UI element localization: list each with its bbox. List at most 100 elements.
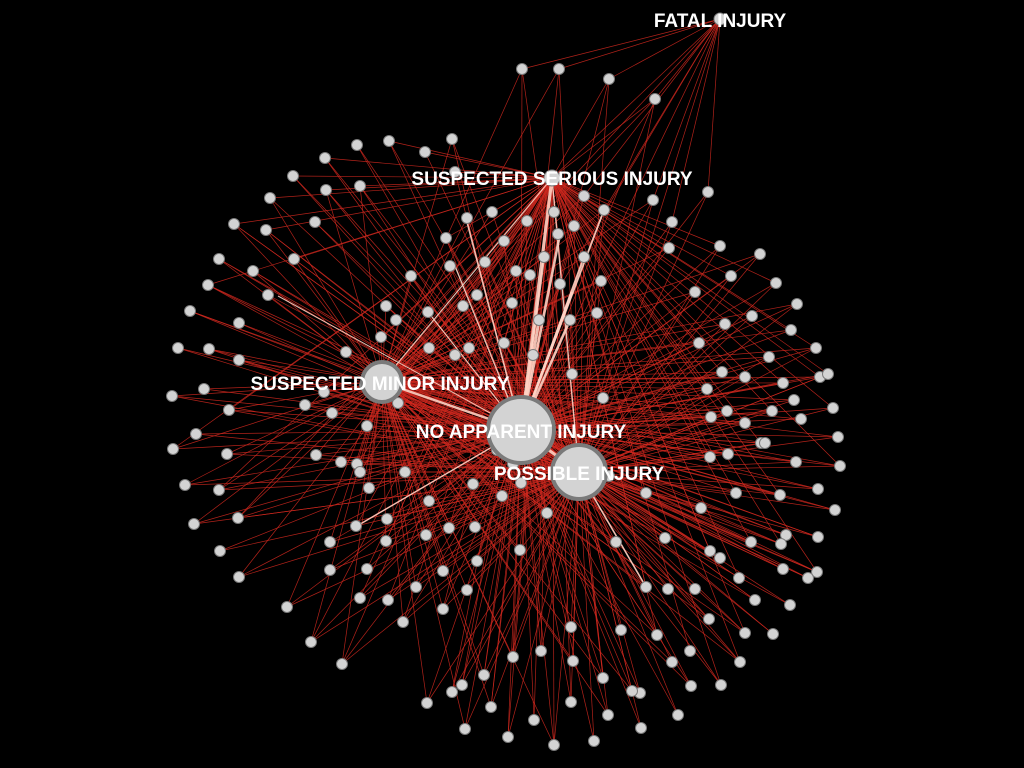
leaf-node[interactable] [567,655,579,667]
leaf-node[interactable] [461,584,473,596]
leaf-node[interactable] [213,253,225,265]
leaf-node[interactable] [486,206,498,218]
leaf-node[interactable] [350,520,362,532]
leaf-node[interactable] [361,563,373,575]
leaf-node[interactable] [766,405,778,417]
leaf-node[interactable] [812,483,824,495]
leaf-node[interactable] [822,368,834,380]
leaf-node[interactable] [443,522,455,534]
leaf-node[interactable] [320,184,332,196]
leaf-node[interactable] [598,204,610,216]
leaf-node[interactable] [479,256,491,268]
leaf-node[interactable] [233,571,245,583]
leaf-node[interactable] [626,685,638,697]
leaf-node[interactable] [721,405,733,417]
leaf-node[interactable] [188,518,200,530]
leaf-node[interactable] [651,629,663,641]
leaf-node[interactable] [777,563,789,575]
leaf-node[interactable] [722,448,734,460]
leaf-node[interactable] [380,535,392,547]
leaf-node[interactable] [167,443,179,455]
leaf-node[interactable] [515,477,527,489]
leaf-node[interactable] [749,594,761,606]
leaf-node[interactable] [595,275,607,287]
leaf-node[interactable] [811,566,823,578]
leaf-node[interactable] [190,428,202,440]
leaf-node[interactable] [615,624,627,636]
leaf-node[interactable] [354,592,366,604]
leaf-node[interactable] [566,368,578,380]
leaf-node[interactable] [685,680,697,692]
leaf-node[interactable] [784,599,796,611]
leaf-node[interactable] [812,531,824,543]
leaf-node[interactable] [498,235,510,247]
leaf-node[interactable] [553,63,565,75]
leaf-node[interactable] [734,656,746,668]
leaf-node[interactable] [247,265,259,277]
leaf-node[interactable] [704,451,716,463]
leaf-node[interactable] [597,392,609,404]
leaf-node[interactable] [538,251,550,263]
leaf-node[interactable] [597,672,609,684]
leaf-node[interactable] [459,723,471,735]
leaf-node[interactable] [444,260,456,272]
leaf-node[interactable] [770,277,782,289]
leaf-node[interactable] [326,407,338,419]
leaf-node[interactable] [832,431,844,443]
leaf-node[interactable] [382,594,394,606]
leaf-node[interactable] [437,565,449,577]
leaf-node[interactable] [666,216,678,228]
leaf-node[interactable] [469,521,481,533]
leaf-node[interactable] [507,651,519,663]
leaf-node[interactable] [785,324,797,336]
leaf-node[interactable] [262,289,274,301]
leaf-node[interactable] [759,437,771,449]
leaf-node[interactable] [524,269,536,281]
leaf-node[interactable] [392,397,404,409]
leaf-node[interactable] [203,343,215,355]
leaf-node[interactable] [485,701,497,713]
leaf-node[interactable] [421,697,433,709]
leaf-node[interactable] [260,224,272,236]
leaf-node[interactable] [565,696,577,708]
leaf-node[interactable] [410,581,422,593]
leaf-node[interactable] [318,386,330,398]
leaf-node[interactable] [223,404,235,416]
leaf-node[interactable] [463,342,475,354]
leaf-node[interactable] [381,513,393,525]
leaf-node[interactable] [375,331,387,343]
leaf-node[interactable] [478,669,490,681]
leaf-node[interactable] [754,248,766,260]
leaf-node[interactable] [693,337,705,349]
leaf-node[interactable] [202,279,214,291]
leaf-node[interactable] [288,253,300,265]
leaf-node[interactable] [446,686,458,698]
leaf-node[interactable] [397,616,409,628]
leaf-node[interactable] [603,73,615,85]
hub-node-possible-injury[interactable] [550,443,608,501]
leaf-node[interactable] [361,420,373,432]
leaf-node[interactable] [324,536,336,548]
leaf-node[interactable] [351,139,363,151]
leaf-node[interactable] [705,411,717,423]
leaf-node[interactable] [714,552,726,564]
leaf-node[interactable] [264,192,276,204]
leaf-node[interactable] [535,645,547,657]
leaf-node[interactable] [456,679,468,691]
leaf-node[interactable] [730,487,742,499]
leaf-node[interactable] [506,297,518,309]
leaf-node[interactable] [399,466,411,478]
leaf-node[interactable] [309,216,321,228]
leaf-node[interactable] [777,377,789,389]
leaf-node[interactable] [232,512,244,524]
leaf-node[interactable] [640,581,652,593]
leaf-node[interactable] [405,270,417,282]
leaf-node[interactable] [233,354,245,366]
leaf-node[interactable] [684,645,696,657]
leaf-node[interactable] [672,709,684,721]
leaf-node[interactable] [739,627,751,639]
leaf-node[interactable] [565,621,577,633]
leaf-node[interactable] [659,532,671,544]
leaf-node[interactable] [578,190,590,202]
leaf-node[interactable] [564,314,576,326]
